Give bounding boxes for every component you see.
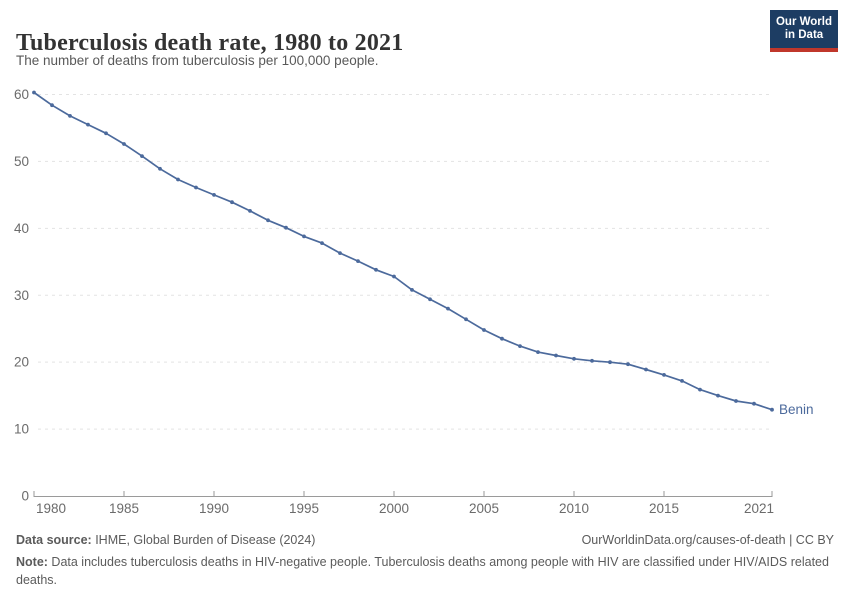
data-source-label: Data source: — [16, 533, 92, 547]
y-axis-tick-label: 50 — [14, 154, 29, 169]
data-point-2013 — [626, 362, 630, 367]
data-point-1981 — [50, 103, 54, 108]
x-axis-tick-label: 2021 — [744, 501, 774, 516]
data-point-1998 — [356, 259, 360, 263]
chart-subtitle: The number of deaths from tuberculosis p… — [16, 53, 379, 68]
entity-label-benin[interactable]: Benin — [779, 402, 814, 417]
data-point-2017 — [698, 387, 702, 392]
y-axis-tick-label: 10 — [14, 422, 29, 437]
x-axis-tick-label: 2015 — [649, 501, 679, 516]
data-point-2019 — [734, 399, 738, 403]
data-point-1982 — [68, 114, 72, 118]
y-axis-tick-label: 60 — [14, 87, 29, 102]
y-axis-tick-label: 30 — [14, 288, 29, 303]
data-point-2006 — [500, 336, 504, 341]
data-point-1997 — [338, 251, 342, 256]
line-chart[interactable]: 0 10 20 30 40 50 60 1980 1985 1990 1995 2000 2005 201… — [0, 80, 850, 525]
data-point-2000 — [392, 274, 396, 279]
x-axis-tick-label: 2005 — [469, 501, 499, 516]
x-axis-tick-label: 1995 — [289, 501, 319, 516]
data-point-2012 — [608, 360, 612, 365]
data-point-2015 — [662, 373, 666, 377]
data-point-1995 — [302, 234, 306, 239]
data-point-1983 — [86, 122, 90, 127]
y-axis-tick-label: 0 — [21, 489, 29, 504]
data-point-1987 — [158, 166, 162, 171]
x-axis-tick-label: 1990 — [199, 501, 229, 516]
data-source: Data source: IHME, Global Burden of Dise… — [16, 531, 315, 549]
data-source-text: IHME, Global Burden of Disease (2024) — [91, 533, 316, 547]
owid-citation-link[interactable]: OurWorldinData.org/causes-of-death | CC … — [581, 533, 834, 547]
x-axis-tick-label: 2000 — [379, 501, 409, 516]
data-point-1985 — [122, 142, 126, 146]
data-point-2021 — [770, 407, 774, 412]
data-point-2003 — [446, 306, 450, 311]
note-label: Note: — [16, 555, 48, 570]
data-point-2002 — [428, 297, 432, 302]
data-point-1996 — [320, 241, 324, 246]
data-point-1999 — [374, 267, 378, 272]
data-point-1990 — [212, 193, 216, 197]
x-axis-tick-label: 2010 — [559, 501, 589, 516]
data-point-1991 — [230, 200, 234, 205]
y-axis-tick-label: 20 — [14, 355, 29, 370]
data-point-2009 — [554, 353, 558, 358]
data-point-1984 — [104, 131, 108, 136]
owid-logo-line1: Our World — [775, 16, 832, 28]
chart-title: Tuberculosis death rate, 1980 to 2021 — [16, 30, 404, 57]
data-point-2014 — [644, 367, 648, 372]
owid-logo-line2: in Data — [784, 29, 824, 41]
note-text: Data includes tuberculosis deaths in HIV… — [16, 555, 829, 588]
data-point-1986 — [140, 154, 144, 159]
footer-note: Note: Data includes tuberculosis deaths … — [16, 553, 834, 589]
data-point-2018 — [716, 393, 720, 398]
chart-footer: Data source: IHME, Global Burden of Dise… — [16, 531, 834, 589]
x-axis-tick-label: 1985 — [109, 501, 139, 516]
y-axis-tick-label: 40 — [14, 221, 29, 236]
data-point-2004 — [464, 317, 468, 322]
data-point-2008 — [536, 350, 540, 354]
data-point-1992 — [248, 209, 252, 213]
footer-source-row: Data source: IHME, Global Burden of Dise… — [16, 531, 834, 549]
data-point-1988 — [176, 177, 180, 182]
data-point-1989 — [194, 185, 198, 190]
owid-logo[interactable]: Our World in Data — [770, 10, 838, 52]
data-point-2010 — [572, 356, 576, 361]
data-point-2020 — [752, 401, 756, 406]
data-point-1980 — [32, 90, 36, 95]
data-point-2007 — [518, 344, 522, 348]
data-point-2016 — [680, 379, 684, 383]
data-point-2001 — [410, 288, 414, 292]
series-line-benin — [33, 91, 773, 411]
x-axis-tick-label: 1980 — [36, 501, 66, 516]
data-point-2005 — [482, 328, 486, 332]
data-point-2011 — [590, 358, 594, 363]
data-point-1993 — [266, 218, 270, 223]
data-point-1994 — [284, 225, 288, 230]
